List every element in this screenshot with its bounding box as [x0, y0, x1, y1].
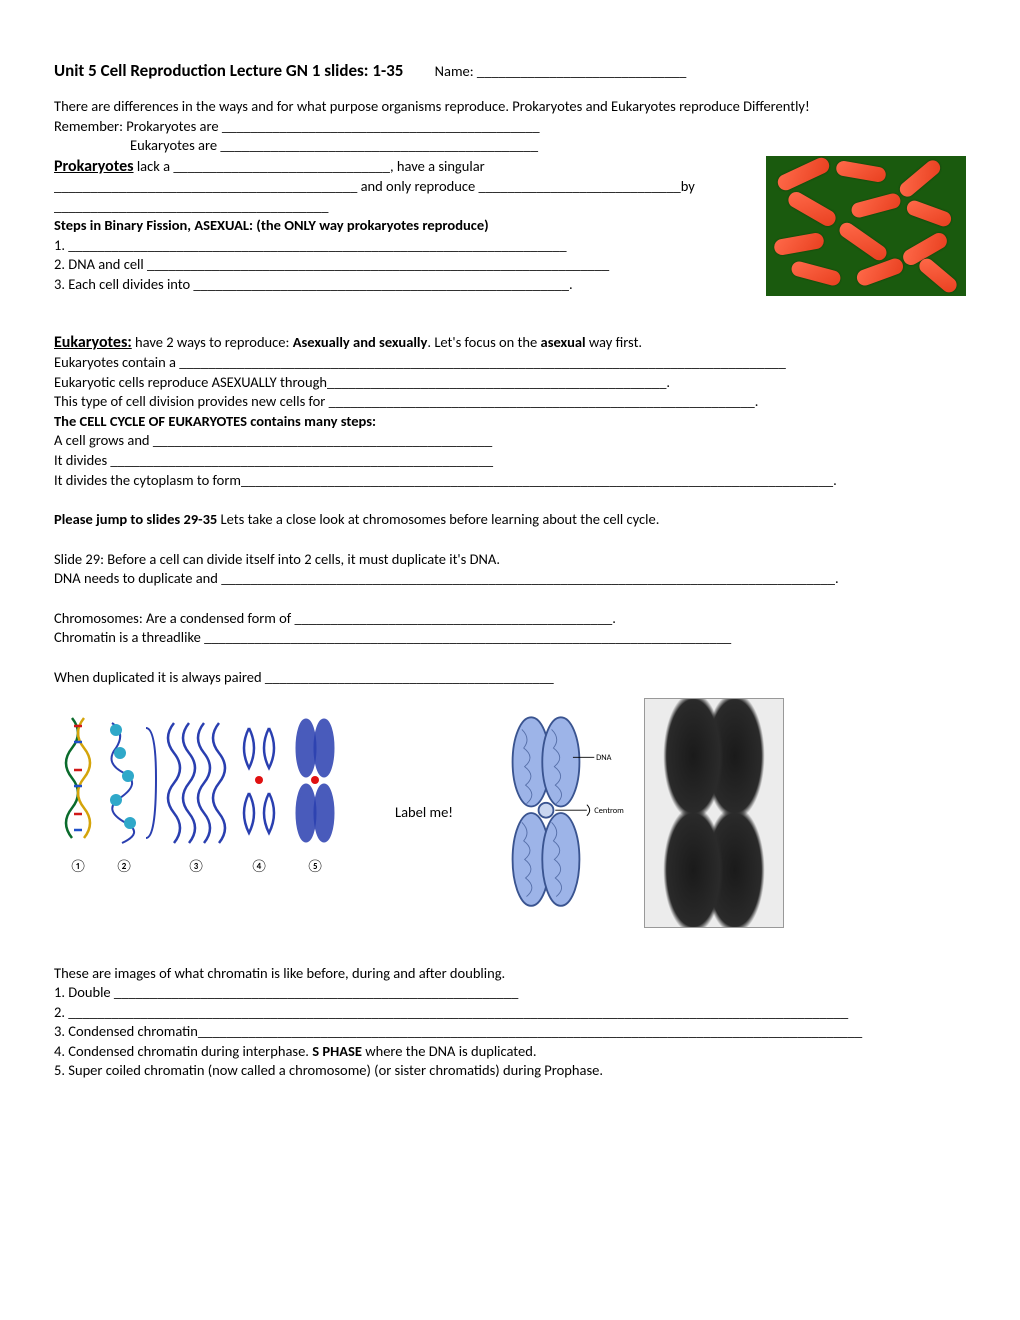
label-me-text: Label me! [374, 803, 474, 823]
slide29-l2: DNA needs to duplicate and _____________… [54, 569, 966, 589]
images-row: ① ② ③ ④ ⑤ Label me! DNA Centromere [54, 698, 966, 928]
prokaryotes-head: Prokaryotes [54, 157, 134, 176]
bacteria-image [766, 156, 966, 296]
step-2: 2. DNA and cell ________________________… [54, 255, 754, 275]
circled-2: ② [115, 859, 132, 874]
step-1: 1. _____________________________________… [54, 236, 754, 256]
name-field-label: Name: _____________________________ [435, 62, 687, 80]
bottom-1: 1. Double ______________________________… [54, 983, 966, 1003]
intro-p2a: Remember: Prokaryotes are ______________… [54, 117, 966, 137]
cycle-2: It divides _____________________________… [54, 451, 966, 471]
slide29-l1: Slide 29: Before a cell can divide itsel… [54, 550, 966, 570]
circled-3: ③ [187, 859, 204, 874]
dna-label: DNA [596, 753, 612, 763]
step-3: 3. Each cell divides into ______________… [54, 275, 754, 295]
euk-l4: This type of cell division provides new … [54, 392, 966, 412]
bottom-4b: S PHASE [312, 1042, 362, 1060]
chromatin-stages-image: ① ② ③ ④ ⑤ [54, 698, 354, 878]
circled-5: ⑤ [306, 859, 323, 874]
cycle-3: It divides the cytoplasm to form________… [54, 471, 966, 491]
eukaryotes-line1: Eukaryotes: have 2 ways to reproduce: As… [54, 332, 966, 354]
jump-line: Please jump to slides 29-35 Lets take a … [54, 510, 966, 530]
euk-l1e: way first. [586, 333, 643, 351]
circled-1: ① [69, 859, 86, 874]
euk-l1a: have 2 ways to reproduce: [132, 333, 293, 351]
euk-l3: Eukaryotic cells reproduce ASEXUALLY thr… [54, 373, 966, 393]
centromere-label: Centromere [594, 806, 624, 816]
euk-l1d: asexual [541, 333, 586, 351]
bottom-4a: 4. Condensed chromatin during interphase… [54, 1042, 312, 1060]
intro-p1: There are differences in the ways and fo… [54, 97, 966, 117]
worksheet-title: Unit 5 Cell Reproduction Lecture GN 1 sl… [54, 60, 966, 83]
bottom-4c: where the DNA is duplicated. [362, 1042, 537, 1060]
title-main: Unit 5 Cell Reproduction Lecture GN 1 sl… [54, 60, 403, 81]
cycle-1: A cell grows and _______________________… [54, 431, 966, 451]
prokaryotes-line1: Prokaryotes lack a _____________________… [54, 156, 754, 217]
prokaryotes-line1-text: lack a ______________________________, h… [54, 157, 695, 215]
binary-fission-head: Steps in Binary Fission, ASEXUAL: (the O… [54, 216, 754, 236]
cycle-head: The CELL CYCLE OF EUKARYOTES contains ma… [54, 412, 966, 432]
euk-l1c: . Let's focus on the [427, 333, 540, 351]
slide29-l4: Chromatin is a threadlike ______________… [54, 628, 966, 648]
bottom-intro: These are images of what chromatin is li… [54, 964, 966, 984]
euk-l1b: Asexually and sexually [293, 333, 428, 351]
euk-l2: Eukaryotes contain a ___________________… [54, 353, 966, 373]
slide29-l3: Chromosomes: Are a condensed form of ___… [54, 609, 966, 629]
bottom-2: 2. _____________________________________… [54, 1003, 966, 1023]
chromosome-diagram: DNA Centromere [494, 698, 624, 928]
bottom-4: 4. Condensed chromatin during interphase… [54, 1042, 966, 1062]
circled-4: ④ [250, 859, 267, 874]
bottom-3: 3. Condensed chromatin__________________… [54, 1022, 966, 1042]
bottom-5: 5. Super coiled chromatin (now called a … [54, 1061, 966, 1081]
real-chromosome-image [644, 698, 784, 928]
jump-rest: Lets take a close look at chromosomes be… [217, 510, 659, 528]
prokaryotes-section: Prokaryotes lack a _____________________… [54, 156, 966, 296]
intro-p2b: Eukaryotes are _________________________… [54, 136, 966, 156]
jump-head: Please jump to slides 29-35 [54, 510, 217, 528]
slide29-l5: When duplicated it is always paired ____… [54, 668, 966, 688]
eukaryotes-head: Eukaryotes: [54, 333, 132, 352]
